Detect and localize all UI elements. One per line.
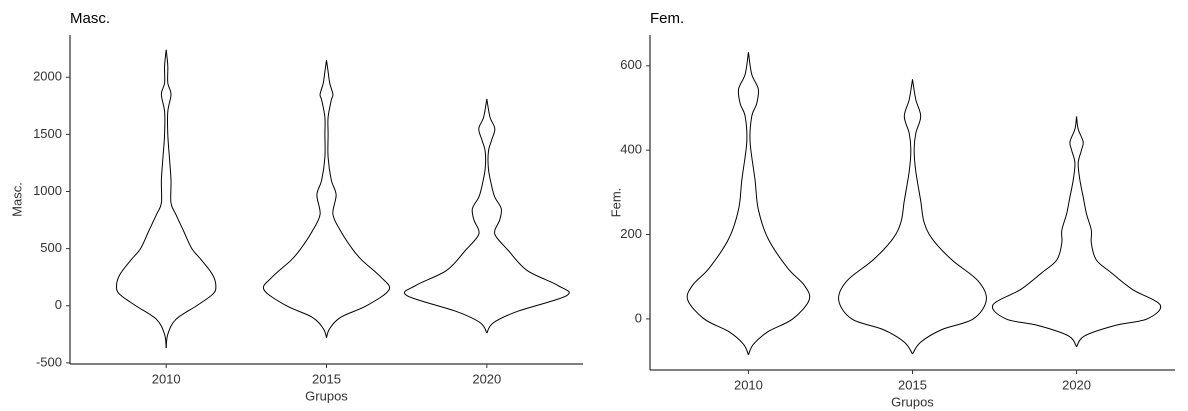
y-tick-label: 0 <box>55 297 62 312</box>
y-tick-label: 2000 <box>33 69 62 84</box>
y-tick-label: 200 <box>620 226 642 241</box>
violin-right <box>326 60 391 338</box>
y-tick-label: 1000 <box>33 183 62 198</box>
x-axis-label: Grupos <box>891 394 934 409</box>
x-tick-label: 2015 <box>898 377 927 392</box>
x-axis-label: Grupos <box>305 388 348 403</box>
violin-left <box>686 52 749 356</box>
violin-left <box>403 98 488 334</box>
y-tick-label: 1500 <box>33 126 62 141</box>
y-tick-label: 400 <box>620 142 642 157</box>
violin-right <box>165 49 217 349</box>
x-tick-label: 2020 <box>1062 377 1091 392</box>
violin-right <box>912 79 987 355</box>
x-tick-label: 2010 <box>734 377 763 392</box>
chart-title: Fem. <box>650 10 684 27</box>
violin-right <box>486 98 570 334</box>
x-tick-label: 2010 <box>152 371 181 386</box>
y-axis-label: Fem. <box>608 188 623 218</box>
violin-left <box>262 60 327 338</box>
violin-left <box>838 79 913 355</box>
chart-title: Masc. <box>70 10 110 27</box>
y-tick-label: 600 <box>620 57 642 72</box>
y-tick-label: -500 <box>36 354 62 369</box>
x-tick-label: 2015 <box>312 371 341 386</box>
y-tick-label: 0 <box>635 310 642 325</box>
y-axis-label: Masc. <box>9 182 24 217</box>
violin-left <box>991 116 1078 348</box>
violin-right <box>1076 116 1162 348</box>
violin-right <box>747 52 811 356</box>
violin-left <box>115 49 167 349</box>
x-tick-label: 2020 <box>472 371 501 386</box>
y-tick-label: 500 <box>40 240 62 255</box>
